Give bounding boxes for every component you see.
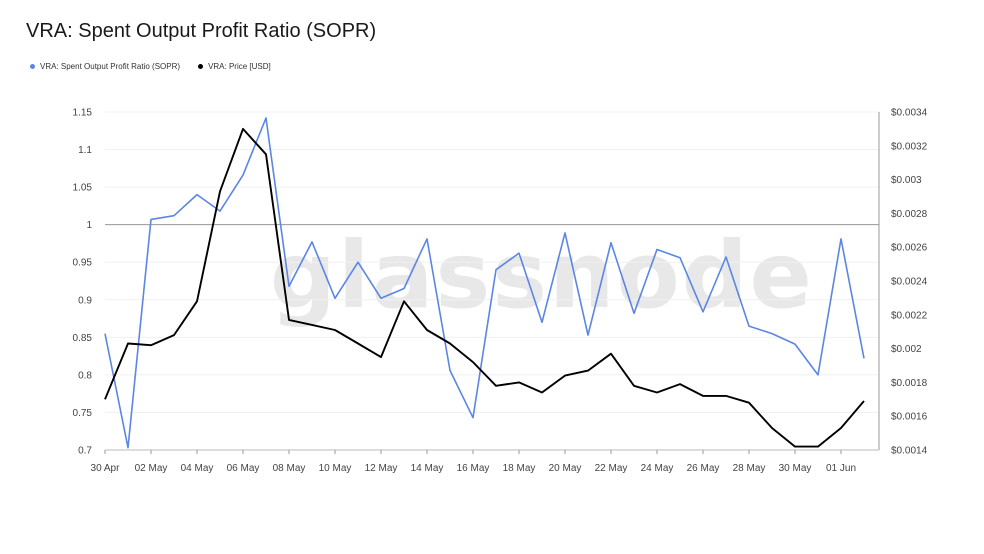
watermark: glassnode bbox=[270, 222, 814, 329]
y-right-tick-label-9: $0.0032 bbox=[891, 141, 928, 152]
y-right-tick-label-0: $0.0014 bbox=[891, 446, 928, 457]
y-left-tick-label-9: 1.15 bbox=[73, 108, 93, 119]
legend-dot-sopr bbox=[30, 64, 35, 69]
y-right-tick-label-6: $0.0026 bbox=[891, 243, 928, 254]
legend-item-sopr[interactable]: VRA: Spent Output Profit Ratio (SOPR) bbox=[30, 62, 180, 71]
x-tick-label-7: 14 May bbox=[411, 463, 444, 474]
y-right-tick-label-1: $0.0016 bbox=[891, 412, 928, 423]
y-left-tick-label-7: 1.05 bbox=[73, 183, 93, 194]
y-left-tick-label-5: 0.95 bbox=[73, 258, 93, 269]
x-tick-label-6: 12 May bbox=[365, 463, 398, 474]
y-left-tick-label-2: 0.8 bbox=[78, 370, 92, 381]
y-left-tick-label-8: 1.1 bbox=[78, 145, 92, 156]
x-tick-label-11: 22 May bbox=[595, 463, 628, 474]
x-tick-label-5: 10 May bbox=[319, 463, 352, 474]
y-left-tick-label-6: 1 bbox=[86, 220, 92, 231]
x-tick-label-8: 16 May bbox=[457, 463, 490, 474]
x-tick-label-10: 20 May bbox=[549, 463, 582, 474]
legend-item-price[interactable]: VRA: Price [USD] bbox=[198, 62, 271, 71]
legend: VRA: Spent Output Profit Ratio (SOPR) VR… bbox=[30, 62, 271, 71]
x-tick-label-12: 24 May bbox=[641, 463, 674, 474]
y-right-tick-label-5: $0.0024 bbox=[891, 277, 928, 288]
x-tick-label-14: 28 May bbox=[733, 463, 766, 474]
y-left-tick-label-0: 0.7 bbox=[78, 446, 92, 457]
x-tick-label-4: 08 May bbox=[273, 463, 306, 474]
legend-label-price: VRA: Price [USD] bbox=[208, 62, 271, 71]
y-left-tick-label-1: 0.75 bbox=[73, 408, 93, 419]
x-tick-label-2: 04 May bbox=[181, 463, 214, 474]
y-right-tick-label-2: $0.0018 bbox=[891, 378, 928, 389]
y-right-tick-label-7: $0.0028 bbox=[891, 209, 928, 220]
series-line-sopr bbox=[104, 117, 865, 449]
chart-title: VRA: Spent Output Profit Ratio (SOPR) bbox=[26, 20, 377, 42]
x-tick-label-16: 01 Jun bbox=[826, 463, 856, 474]
x-tick-label-13: 26 May bbox=[687, 463, 720, 474]
legend-dot-price bbox=[198, 64, 204, 69]
x-tick-label-3: 06 May bbox=[227, 463, 260, 474]
x-tick-label-0: 30 Apr bbox=[91, 463, 121, 474]
x-tick-label-9: 18 May bbox=[503, 463, 536, 474]
y-right-tick-label-8: $0.003 bbox=[891, 175, 922, 186]
y-right-tick-label-10: $0.0034 bbox=[891, 108, 928, 119]
x-tick-label-1: 02 May bbox=[135, 463, 168, 474]
y-left-tick-label-3: 0.85 bbox=[73, 333, 93, 344]
y-right-tick-label-3: $0.002 bbox=[891, 344, 922, 355]
series-line-price bbox=[104, 127, 865, 448]
x-tick-label-15: 30 May bbox=[779, 463, 812, 474]
legend-label-sopr: VRA: Spent Output Profit Ratio (SOPR) bbox=[40, 62, 181, 71]
y-right-tick-label-4: $0.0022 bbox=[891, 310, 928, 321]
y-left-tick-label-4: 0.9 bbox=[78, 295, 92, 306]
